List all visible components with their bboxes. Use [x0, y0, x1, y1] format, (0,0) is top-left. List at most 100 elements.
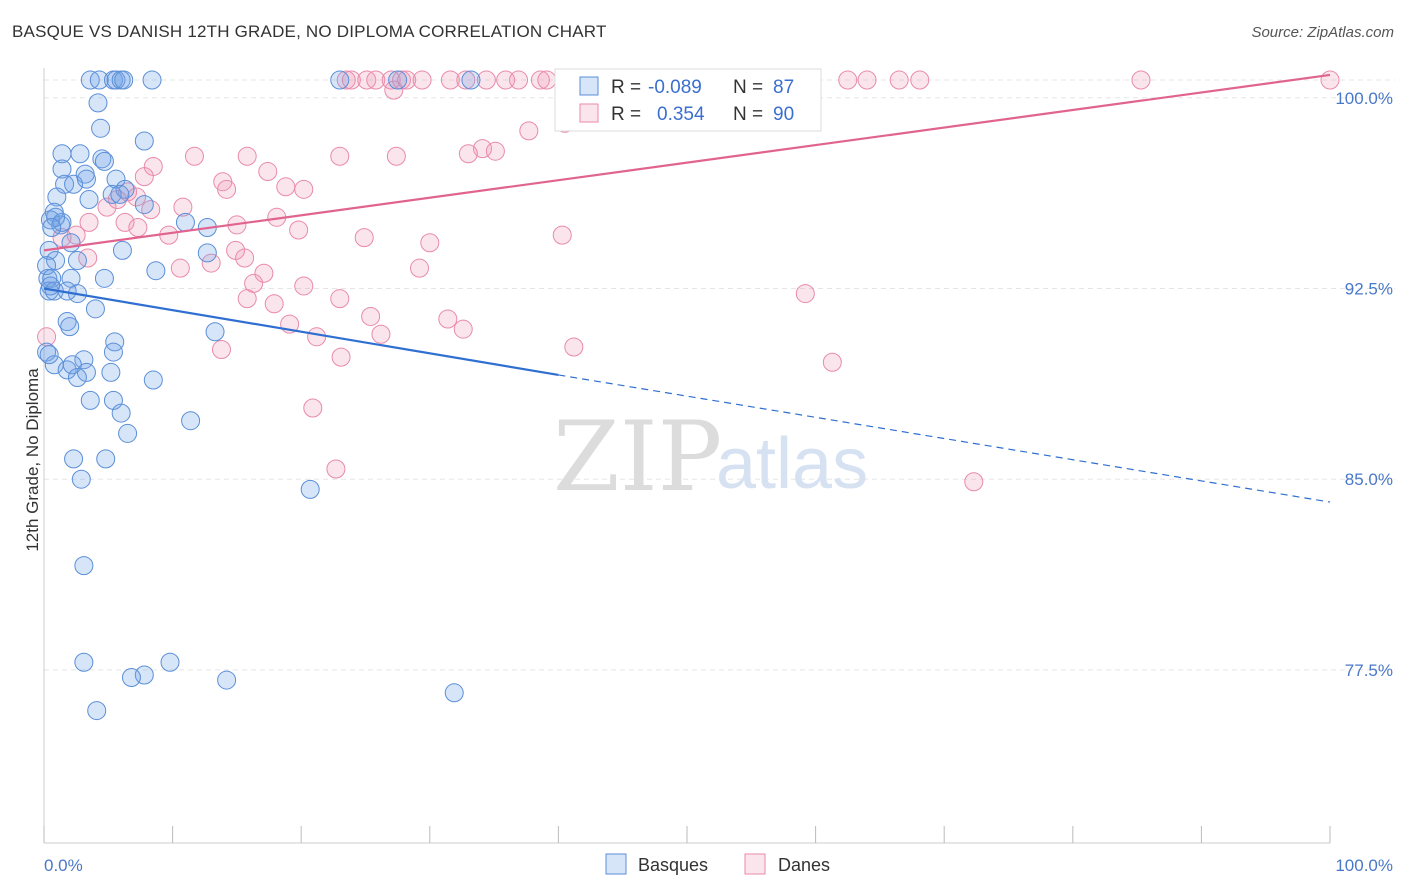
basques-point: [114, 70, 134, 90]
legend-r-label-1: R =: [611, 77, 641, 98]
basques-point: [143, 370, 163, 390]
danes-point: [211, 340, 231, 360]
legend-r-label-2: R =: [611, 104, 641, 125]
basques-point: [40, 276, 60, 296]
danes-point: [384, 80, 404, 100]
basques-point: [111, 403, 131, 423]
danes-point: [1131, 70, 1151, 90]
axes: [43, 68, 1331, 844]
legend-swatch-basques: [579, 76, 599, 96]
basques-point: [74, 350, 94, 370]
basques-point: [217, 670, 237, 690]
legend-n-label-2: N =: [733, 104, 763, 125]
basques-point: [87, 701, 107, 721]
legend-box: R = -0.089 N = 87 R = 0.354 N = 90: [554, 68, 822, 132]
danes-point: [440, 70, 460, 90]
basques-point: [175, 212, 195, 232]
x-tick-label-0: 0.0%: [44, 856, 83, 875]
basques-point: [118, 423, 138, 443]
watermark-atlas: atlas: [716, 424, 868, 504]
legend-swatch-danes: [579, 103, 599, 123]
danes-point: [330, 146, 350, 166]
danes-point: [115, 212, 135, 232]
danes-point: [264, 294, 284, 314]
legend-n-label-1: N =: [733, 77, 763, 98]
danes-point: [217, 179, 237, 199]
basques-point: [105, 332, 125, 352]
basques-point: [102, 184, 122, 204]
danes-point: [141, 200, 161, 220]
x-tick-label-1: 100.0%: [1335, 856, 1393, 875]
basques-point: [88, 93, 108, 113]
danes-point: [857, 70, 877, 90]
legend-r-value-1: -0.089: [648, 77, 702, 98]
basques-point: [60, 317, 80, 337]
legend-n-value-2: 90: [773, 104, 794, 125]
basques-point: [42, 217, 62, 237]
chart-title: BASQUE VS DANISH 12TH GRADE, NO DIPLOMA …: [12, 22, 607, 41]
danes-point: [134, 167, 154, 187]
danes-point: [509, 70, 529, 90]
danes-point: [964, 472, 984, 492]
danes-points: [37, 70, 1340, 492]
basques-point: [80, 390, 100, 410]
basques-point: [91, 118, 111, 138]
danes-point: [438, 309, 458, 329]
danes-point: [410, 258, 430, 278]
basques-point: [134, 195, 154, 215]
bottom-legend-danes: Danes: [778, 855, 830, 875]
basques-point: [52, 159, 72, 179]
danes-point: [235, 248, 255, 268]
basques-point: [76, 169, 96, 189]
basques-point: [112, 240, 132, 260]
danes-point: [838, 70, 858, 90]
y-tick-label-2: 85.0%: [1345, 470, 1393, 489]
danes-point: [485, 141, 505, 161]
y-tick-label-3: 77.5%: [1345, 661, 1393, 680]
basques-point: [101, 362, 121, 382]
basques-point: [94, 268, 114, 288]
danes-point: [795, 284, 815, 304]
basques-point: [160, 652, 180, 672]
danes-point: [564, 337, 584, 357]
basques-point: [85, 299, 105, 319]
danes-point: [237, 289, 257, 309]
legend-n-value-1: 87: [773, 77, 794, 98]
danes-point: [530, 70, 550, 90]
basques-point: [181, 411, 201, 431]
basques-point: [205, 322, 225, 342]
danes-point: [330, 289, 350, 309]
basques-point: [46, 251, 66, 271]
basques-point: [67, 251, 87, 271]
danes-point: [366, 70, 386, 90]
bottom-legend-swatch-basques: [605, 853, 627, 875]
danes-point: [118, 182, 138, 202]
danes-point: [294, 276, 314, 296]
danes-point: [552, 225, 572, 245]
basques-point: [52, 212, 72, 232]
basques-point: [67, 367, 87, 387]
danes-point: [107, 190, 127, 210]
basques-point: [57, 312, 77, 332]
basques-point: [121, 668, 141, 688]
danes-point: [184, 146, 204, 166]
basques-point: [76, 362, 96, 382]
danes-point: [889, 70, 909, 90]
watermark: ZIP atlas: [553, 401, 868, 513]
danes-point: [354, 228, 374, 248]
basques-point: [70, 144, 90, 164]
basques-point: [46, 207, 66, 227]
danes-point: [456, 70, 476, 90]
danes-point: [170, 258, 190, 278]
danes-point: [326, 459, 346, 479]
basques-point: [74, 556, 94, 576]
y-tick-label-1: 92.5%: [1345, 279, 1393, 298]
danes-point: [458, 144, 478, 164]
bottom-legend: Basques Danes: [605, 853, 830, 875]
danes-point: [910, 70, 930, 90]
basques-point: [96, 449, 116, 469]
danes-point: [361, 306, 381, 326]
basques-point: [146, 261, 166, 281]
danes-point: [173, 197, 193, 217]
